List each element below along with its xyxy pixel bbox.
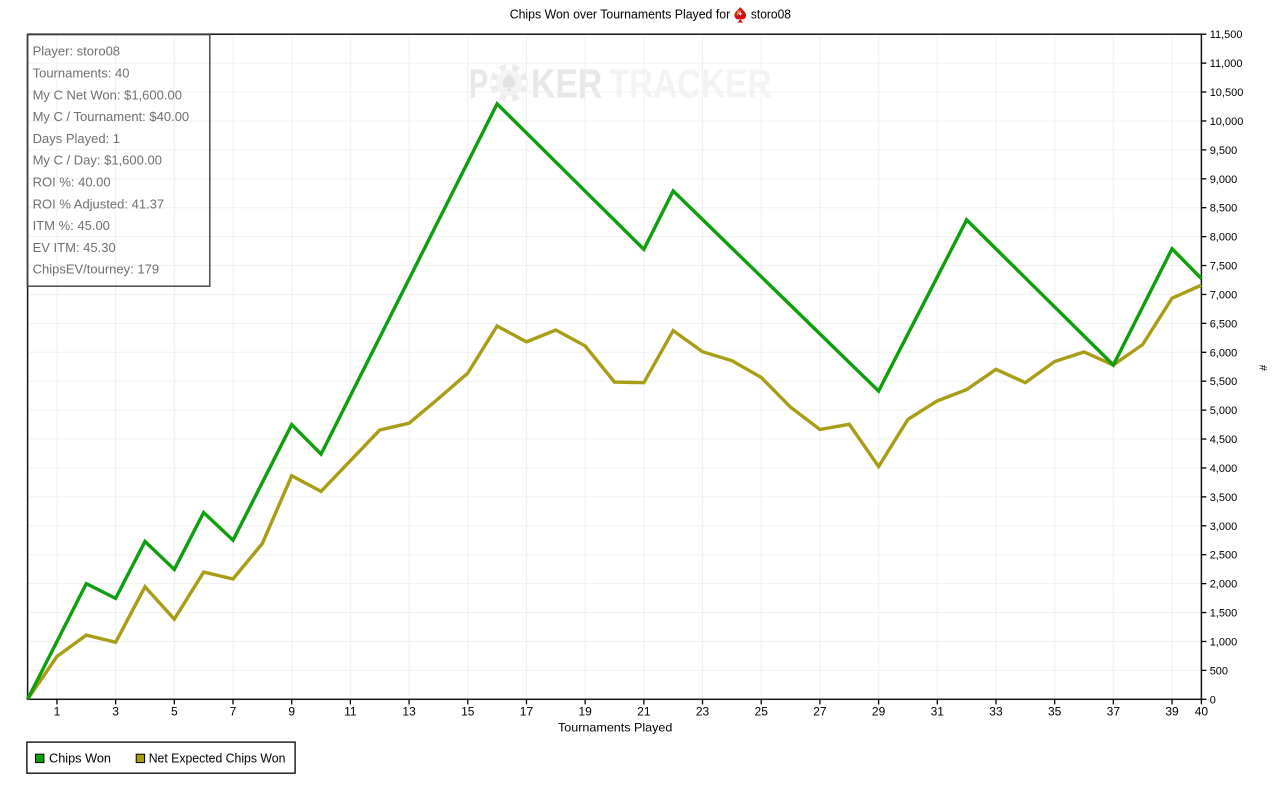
svg-text:9: 9 — [288, 705, 295, 719]
svg-text:ITM %: 45.00: ITM %: 45.00 — [33, 218, 110, 233]
svg-text:ROI % Adjusted: 41.37: ROI % Adjusted: 41.37 — [33, 196, 165, 211]
svg-text:40: 40 — [1195, 705, 1209, 719]
svg-text:Chips Won: Chips Won — [49, 750, 111, 765]
svg-text:3,000: 3,000 — [1210, 521, 1238, 533]
svg-text:4,000: 4,000 — [1210, 463, 1238, 475]
svg-text:0: 0 — [1210, 694, 1216, 706]
svg-text:1,000: 1,000 — [1210, 636, 1238, 648]
svg-text:3,500: 3,500 — [1210, 492, 1238, 504]
svg-text:#: # — [1256, 365, 1268, 372]
svg-text:Player: storo08: Player: storo08 — [33, 44, 120, 59]
svg-text:TRACKER: TRACKER — [609, 61, 771, 107]
svg-text:31: 31 — [931, 705, 945, 719]
svg-text:3: 3 — [112, 705, 119, 719]
svg-text:17: 17 — [520, 705, 534, 719]
svg-text:27: 27 — [813, 705, 827, 719]
svg-text:2,000: 2,000 — [1210, 579, 1238, 591]
svg-text:Tournaments Played: Tournaments Played — [558, 720, 672, 734]
svg-text:My C Net Won: $1,600.00: My C Net Won: $1,600.00 — [33, 87, 182, 102]
svg-text:Tournaments: 40: Tournaments: 40 — [33, 66, 130, 81]
svg-text:7,000: 7,000 — [1210, 289, 1238, 301]
svg-text:35: 35 — [1048, 705, 1062, 719]
svg-text:ChipsEV/tourney: 179: ChipsEV/tourney: 179 — [33, 262, 159, 277]
svg-text:Net Expected Chips Won: Net Expected Chips Won — [149, 750, 286, 765]
svg-text:33: 33 — [989, 705, 1003, 719]
svg-text:6,500: 6,500 — [1210, 318, 1238, 330]
svg-text:My C / Tournament: $40.00: My C / Tournament: $40.00 — [33, 109, 190, 124]
svg-text:8,500: 8,500 — [1210, 203, 1238, 215]
svg-text:EV ITM: 45.30: EV ITM: 45.30 — [33, 240, 116, 255]
svg-text:storo08: storo08 — [751, 7, 791, 22]
svg-text:25: 25 — [755, 705, 769, 719]
svg-text:8,000: 8,000 — [1210, 232, 1238, 244]
svg-text:Days Played: 1: Days Played: 1 — [33, 131, 120, 146]
svg-text:7,500: 7,500 — [1210, 261, 1238, 273]
svg-text:P: P — [469, 61, 488, 107]
svg-text:13: 13 — [402, 705, 416, 719]
svg-text:19: 19 — [578, 705, 592, 719]
svg-text:11,000: 11,000 — [1210, 58, 1243, 70]
svg-text:15: 15 — [461, 705, 475, 719]
svg-text:9,500: 9,500 — [1210, 145, 1238, 157]
svg-text:KER: KER — [531, 61, 602, 107]
svg-text:10,500: 10,500 — [1210, 87, 1244, 99]
svg-text:4,500: 4,500 — [1210, 434, 1238, 446]
svg-text:Chips Won over Tournaments Pla: Chips Won over Tournaments Played for — [510, 7, 731, 22]
svg-text:5,500: 5,500 — [1210, 376, 1238, 388]
svg-text:500: 500 — [1210, 665, 1228, 677]
svg-text:11,500: 11,500 — [1210, 29, 1243, 41]
svg-text:2,500: 2,500 — [1210, 550, 1238, 562]
svg-text:29: 29 — [872, 705, 886, 719]
svg-text:6,000: 6,000 — [1210, 347, 1238, 359]
svg-text:1: 1 — [54, 705, 61, 719]
svg-text:37: 37 — [1107, 705, 1121, 719]
svg-text:39: 39 — [1165, 705, 1179, 719]
svg-text:21: 21 — [637, 705, 651, 719]
svg-text:ROI %: 40.00: ROI %: 40.00 — [33, 175, 111, 190]
svg-text:5,000: 5,000 — [1210, 405, 1238, 417]
svg-text:23: 23 — [696, 705, 710, 719]
svg-text:5: 5 — [171, 705, 178, 719]
svg-text:10,000: 10,000 — [1210, 116, 1244, 128]
svg-text:1,500: 1,500 — [1210, 608, 1238, 620]
svg-text:9,000: 9,000 — [1210, 174, 1238, 186]
svg-text:11: 11 — [344, 705, 357, 719]
svg-text:7: 7 — [230, 705, 237, 719]
svg-text:My C / Day: $1,600.00: My C / Day: $1,600.00 — [33, 153, 162, 168]
